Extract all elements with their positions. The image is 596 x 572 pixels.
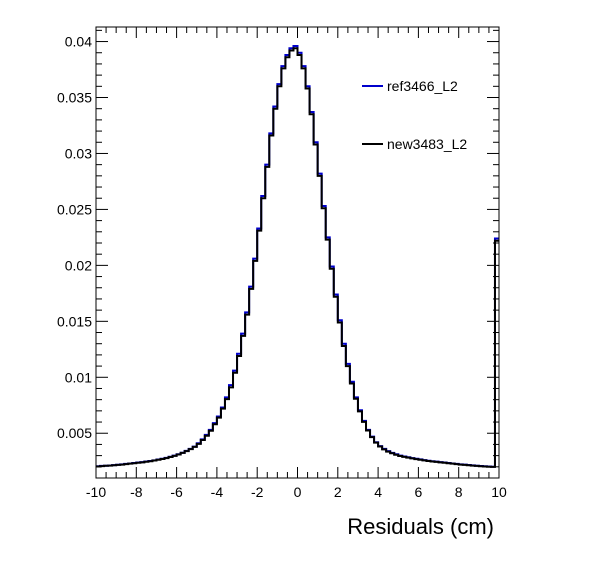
y-tick-label: 0.04	[65, 34, 92, 50]
legend-label-0: ref3466_L2	[387, 78, 458, 94]
x-tick-label: 2	[334, 484, 342, 500]
y-tick-label: 0.015	[57, 313, 92, 329]
x-tick-label: -4	[211, 484, 224, 500]
y-tick-label: 0.01	[65, 369, 92, 385]
x-tick-label: -2	[251, 484, 264, 500]
x-tick-label: -10	[86, 484, 106, 500]
y-tick-label: 0.035	[57, 90, 92, 106]
y-tick-label: 0.025	[57, 201, 92, 217]
x-tick-label: -6	[170, 484, 183, 500]
legend-label-1: new3483_L2	[387, 136, 467, 152]
series-layer	[96, 45, 499, 468]
x-tick-label: 8	[455, 484, 463, 500]
y-tick-label: 0.02	[65, 257, 92, 273]
x-tick-label: 4	[374, 484, 382, 500]
x-tick-label: 0	[294, 484, 302, 500]
y-tick-label: 0.03	[65, 145, 92, 161]
y-tick-label: 0.005	[57, 425, 92, 441]
x-tick-label: 10	[491, 484, 507, 500]
ticks-layer	[95, 27, 500, 479]
legend: ref3466_L2 new3483_L2	[362, 78, 467, 152]
x-axis-title: Residuals (cm)	[347, 514, 494, 539]
tick-labels-layer: -10 -8 -6 -4 -2 0 2 4 6 8 10 0.005 0.01 0.015 0.02 0.02…	[57, 34, 507, 500]
x-tick-label: -8	[130, 484, 143, 500]
x-tick-label: 6	[415, 484, 423, 500]
series-line-1	[96, 47, 499, 468]
